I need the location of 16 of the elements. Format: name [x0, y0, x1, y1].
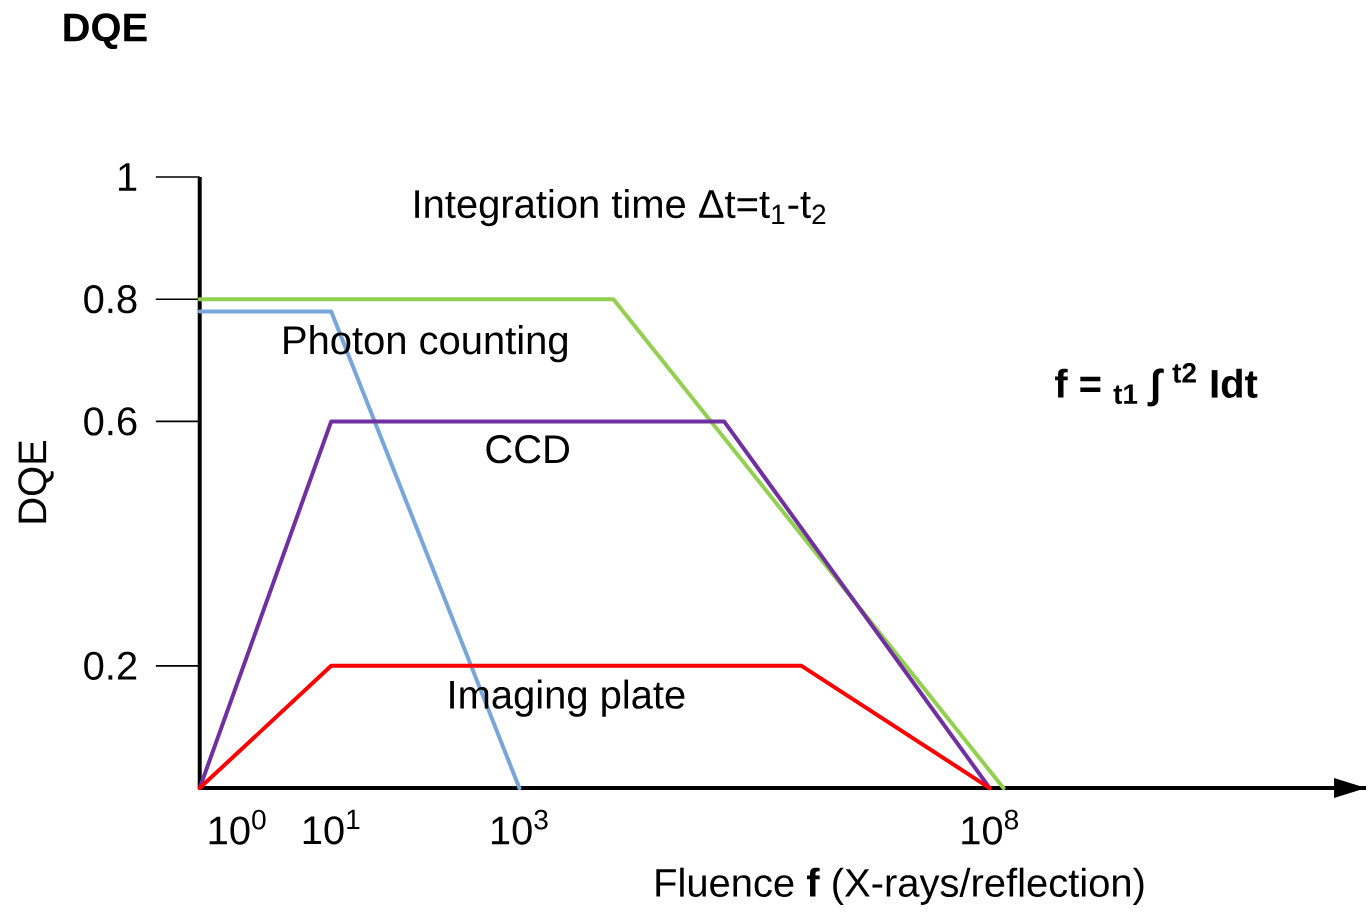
x-tick-label: 10$^{8}$ [962, 809, 1019, 845]
y-tick-label: 1 [118, 163, 137, 191]
y-axis-title: DQE [18, 440, 54, 523]
annotation: Integration time Δt=t$_{1}$-t$_{2}$ [415, 188, 826, 227]
x-tick-label: 10$^{1}$ [303, 809, 360, 845]
series-label: Photon counting [284, 325, 567, 363]
series-label: Imaging plate [450, 679, 685, 717]
chart-title: DQE [64, 13, 147, 49]
annotation: f = $_{t1}$ ∫ $^{t2}$ Idt [1054, 362, 1258, 407]
x-tick-label: 10$^{0}$ [209, 809, 266, 845]
x-tick-label: 10$^{3}$ [491, 809, 548, 845]
y-tick-label: 0.6 [84, 407, 137, 436]
x-axis-title: Fluence f (X-rays/reflection) [656, 867, 1144, 905]
series-label: CCD [486, 435, 569, 464]
y-tick-label: 0.8 [84, 284, 137, 314]
y-tick-label: 0.2 [84, 651, 137, 680]
